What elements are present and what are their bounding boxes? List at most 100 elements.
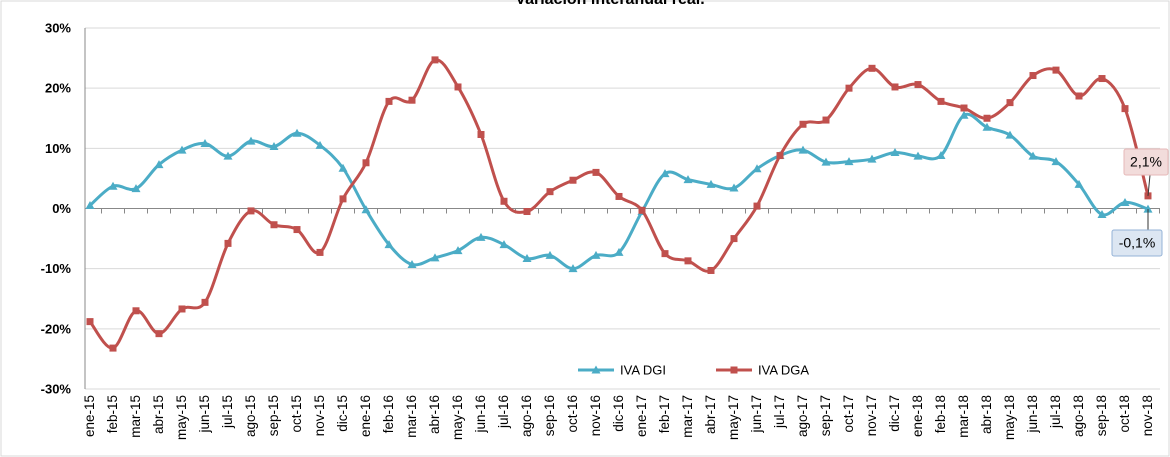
data-point — [315, 140, 325, 149]
data-point — [1029, 72, 1037, 80]
data-point — [684, 257, 692, 265]
x-tick-label: sep-16 — [542, 395, 557, 436]
x-tick-label: nov-17 — [864, 395, 879, 436]
x-tick-label: mar-17 — [680, 395, 695, 438]
data-point — [752, 164, 762, 173]
data-point — [730, 235, 738, 243]
data-point — [430, 253, 440, 262]
data-point — [1097, 210, 1107, 219]
data-point — [1028, 151, 1038, 160]
x-tick-label: ago-18 — [1071, 395, 1086, 437]
x-tick-label: jul-18 — [1048, 395, 1063, 429]
data-point — [1120, 197, 1130, 206]
data-point — [293, 226, 301, 234]
y-tick-label: 0% — [52, 201, 71, 216]
x-tick-label: oct-18 — [1117, 395, 1132, 433]
data-point — [407, 259, 417, 268]
x-tick-label: jun-17 — [749, 395, 764, 434]
data-point — [799, 120, 807, 128]
x-tick-label: may-18 — [1002, 395, 1017, 440]
callout-box — [1123, 148, 1169, 176]
data-point — [246, 136, 256, 145]
x-tick-label: oct-15 — [289, 395, 304, 433]
data-point — [108, 181, 118, 190]
callout-leader — [1147, 174, 1151, 196]
y-tick-label: -20% — [41, 321, 72, 336]
data-point — [1005, 130, 1015, 139]
data-point — [499, 240, 509, 249]
x-tick-label: jul-17 — [772, 395, 787, 429]
data-point — [201, 298, 209, 306]
x-tick-label: ene-17 — [634, 395, 649, 437]
y-tick-label: 20% — [45, 81, 71, 96]
data-point — [1075, 92, 1083, 100]
y-tick-label: -30% — [41, 381, 72, 396]
data-point — [177, 145, 187, 154]
x-tick-label: dic-15 — [335, 395, 350, 432]
data-point — [339, 195, 347, 203]
data-label: 2,1% — [1130, 154, 1162, 170]
data-point — [891, 83, 899, 91]
data-point — [568, 264, 578, 273]
data-point — [729, 183, 739, 192]
x-tick-label: jun-15 — [197, 395, 212, 434]
x-tick-label: ene-18 — [910, 395, 925, 437]
data-point — [798, 145, 808, 154]
x-tick-label: ago-15 — [243, 395, 258, 437]
data-point — [131, 184, 141, 193]
data-point — [200, 139, 210, 148]
data-point — [592, 168, 600, 176]
data-point — [408, 96, 416, 104]
data-point — [615, 192, 623, 200]
x-tick-label: ago-17 — [795, 395, 810, 437]
x-tick-label: oct-17 — [841, 395, 856, 433]
data-point — [1121, 105, 1129, 113]
data-point — [706, 179, 716, 188]
x-tick-label: sep-15 — [266, 395, 281, 436]
data-point — [983, 114, 991, 122]
data-point — [890, 148, 900, 157]
data-point — [522, 253, 532, 262]
data-point — [247, 207, 255, 215]
data-point — [960, 104, 968, 112]
x-tick-label: nov-15 — [312, 395, 327, 436]
data-point — [753, 202, 761, 210]
data-point — [1098, 75, 1106, 83]
data-point — [1074, 179, 1084, 188]
data-point — [1051, 157, 1061, 166]
x-tick-label: jun-16 — [473, 395, 488, 434]
data-point — [476, 232, 486, 241]
data-point — [936, 151, 946, 160]
data-point — [132, 307, 140, 315]
data-point — [269, 142, 279, 151]
x-tick-label: may-15 — [174, 395, 189, 440]
y-tick-label: -10% — [41, 261, 72, 276]
y-tick-label: 30% — [45, 20, 71, 35]
data-point — [661, 250, 669, 258]
data-point — [454, 83, 462, 91]
data-point — [223, 151, 233, 160]
x-tick-label: abr-18 — [979, 395, 994, 434]
data-point — [821, 157, 831, 166]
x-tick-label: jun-18 — [1025, 395, 1040, 434]
data-point — [523, 208, 531, 216]
data-point — [982, 122, 992, 131]
data-point — [591, 250, 601, 259]
data-point — [776, 152, 784, 160]
x-tick-label: sep-17 — [818, 395, 833, 436]
data-point — [868, 64, 876, 72]
x-tick-label: mar-16 — [404, 395, 419, 438]
x-tick-label: abr-15 — [151, 395, 166, 434]
data-point — [546, 188, 554, 196]
legend-label: IVA DGI — [620, 362, 666, 377]
x-tick-label: feb-18 — [933, 395, 948, 433]
data-point — [707, 266, 715, 274]
x-tick-label: feb-16 — [381, 395, 396, 433]
x-tick-label: nov-16 — [588, 395, 603, 436]
data-point — [338, 163, 348, 172]
data-point — [86, 318, 94, 326]
data-point — [1052, 66, 1060, 74]
x-tick-label: may-16 — [450, 395, 465, 440]
